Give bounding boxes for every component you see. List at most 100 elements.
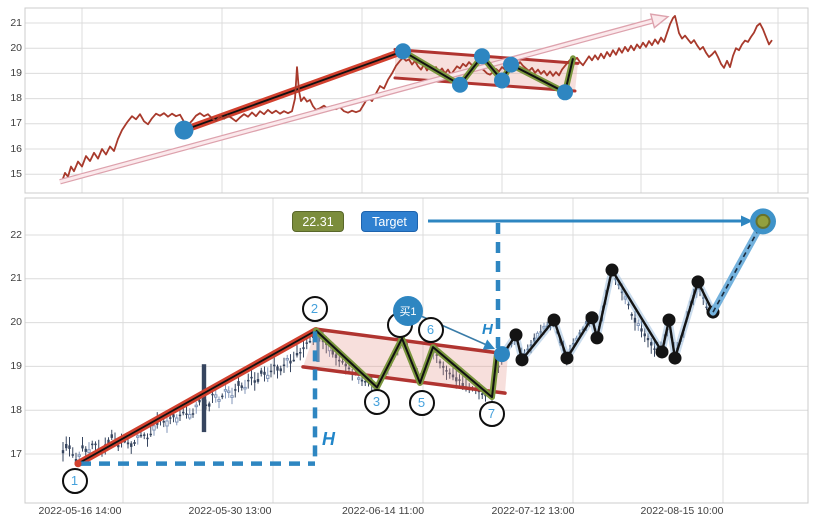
projection-height-label: H — [482, 321, 493, 338]
candle-body — [208, 403, 211, 407]
candle-body — [71, 454, 74, 456]
candle-body — [253, 380, 256, 383]
candle-body — [451, 374, 455, 378]
candle-body — [282, 364, 286, 367]
candle-body — [130, 443, 133, 447]
y-axis-tick-label: 18 — [10, 403, 22, 416]
candle-body — [217, 399, 221, 402]
candle-body — [136, 435, 140, 438]
candle-body — [334, 354, 338, 358]
candle-body — [126, 442, 130, 445]
pivot-circle-5[interactable]: 5 — [408, 389, 435, 416]
target-marker-inner — [755, 213, 771, 229]
candle-body — [91, 443, 94, 446]
pivot-circle-6[interactable]: 6 — [417, 316, 444, 343]
pivot-dot[interactable] — [503, 56, 519, 73]
candle-body — [445, 370, 448, 372]
pivot-dot[interactable] — [474, 48, 490, 65]
swing-dot[interactable] — [605, 263, 619, 277]
flag-channel-fill — [303, 329, 508, 394]
pivot-circle-7[interactable]: 7 — [478, 400, 505, 427]
pole-trendline-core — [77, 329, 317, 465]
candle-body — [191, 413, 195, 415]
candle-body — [139, 434, 143, 437]
pivot-circle-1[interactable]: 1 — [61, 467, 88, 494]
candle-body — [448, 372, 451, 375]
y-axis-tick-label: 20 — [10, 316, 22, 329]
y-axis-tick-label: 19 — [10, 66, 22, 79]
candle-body — [243, 386, 247, 390]
measured-move-price-badge[interactable]: 22.31 — [292, 211, 344, 232]
candle-body — [237, 381, 240, 386]
breakout-dot[interactable] — [494, 346, 510, 363]
candle-body — [198, 399, 201, 403]
candle-body — [194, 404, 198, 408]
candle-body — [247, 379, 250, 382]
pivot-dot[interactable] — [557, 84, 573, 101]
candle-body — [143, 434, 146, 436]
flag-channel-lower-line — [301, 365, 507, 395]
x-axis-tick-label: 2022-08-15 10:00 — [640, 505, 724, 517]
swing-dot[interactable] — [585, 311, 599, 325]
pivot-dot[interactable] — [395, 43, 411, 60]
candle-body — [338, 359, 341, 362]
y-axis-tick-label: 20 — [10, 41, 22, 54]
swing-dot[interactable] — [547, 313, 561, 327]
pivot-circle-2[interactable]: 2 — [301, 295, 328, 322]
candle-body — [61, 450, 65, 454]
candle-body — [146, 437, 149, 440]
buy-arrowhead — [482, 339, 495, 350]
x-axis-tick-label: 2022-06-14 11:00 — [341, 505, 425, 517]
target-projection-line — [709, 217, 767, 316]
swing-dot[interactable] — [662, 313, 676, 327]
candle-body — [182, 411, 185, 414]
candle-body — [149, 433, 152, 436]
candle-body — [227, 390, 231, 394]
y-axis-tick-label: 21 — [10, 272, 22, 285]
big-candle-body — [201, 364, 207, 433]
y-axis-tick-label: 18 — [10, 92, 22, 105]
swing-dot[interactable] — [691, 275, 705, 289]
candle-body — [364, 381, 367, 383]
entry-dot — [74, 460, 82, 468]
candle-body — [223, 389, 228, 392]
candle-body — [633, 317, 637, 323]
candle-body — [250, 376, 253, 379]
pivot-dot[interactable] — [452, 76, 468, 93]
pivot-dot[interactable] — [174, 120, 194, 140]
candle-body — [256, 379, 260, 382]
pivot-dot[interactable] — [494, 72, 510, 89]
candle-body — [152, 425, 156, 431]
swing-dot[interactable] — [560, 351, 574, 365]
candle-body — [640, 328, 643, 332]
target-badge[interactable]: Target — [361, 211, 418, 232]
projection-arrowhead — [649, 13, 670, 29]
swing-dot[interactable] — [668, 351, 682, 365]
candle-body — [81, 445, 84, 449]
pivot-circle-3[interactable]: 3 — [363, 388, 390, 415]
x-axis-tick-label: 2022-07-12 13:00 — [491, 505, 575, 517]
candle-body — [214, 394, 218, 398]
candle-body — [458, 379, 461, 381]
candle-body — [165, 420, 169, 427]
y-axis-tick-label: 17 — [10, 117, 22, 130]
candle-body — [636, 323, 640, 326]
candle-body — [305, 342, 308, 344]
buy-signal-badge[interactable]: 买1 — [393, 296, 423, 326]
swing-dot[interactable] — [590, 331, 604, 345]
swing-dot[interactable] — [515, 353, 529, 367]
swing-dot[interactable] — [655, 345, 669, 359]
swing-dot[interactable] — [509, 328, 523, 342]
y-axis-tick-label: 15 — [10, 167, 22, 180]
target-arrowhead — [741, 215, 753, 227]
candle-body — [87, 449, 91, 453]
candle-body — [705, 306, 708, 309]
candle-body — [230, 395, 234, 398]
pole-height-label: H — [322, 429, 335, 449]
y-axis-tick-label: 17 — [10, 447, 22, 460]
blue-candle-body — [316, 335, 320, 363]
candle-body — [65, 443, 68, 449]
candle-body — [331, 349, 334, 355]
